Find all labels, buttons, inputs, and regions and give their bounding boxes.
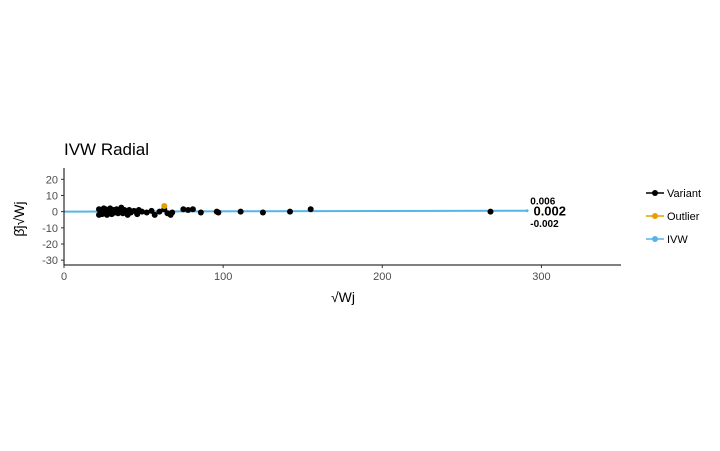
variant-point <box>259 209 266 216</box>
variant-point <box>197 209 204 216</box>
variant-point <box>189 206 196 213</box>
chart-title: IVW Radial <box>64 140 149 159</box>
legend-item-variant: Variant <box>646 188 701 200</box>
legend-label: IVW <box>667 234 688 246</box>
y-axis-label: β̂j√Wj <box>11 201 27 236</box>
y-tick-label: -30 <box>42 255 58 267</box>
legend: Variant Outlier IVW <box>646 188 701 246</box>
legend-key-point <box>652 236 658 242</box>
variant-point <box>237 208 244 215</box>
legend-item-outlier: Outlier <box>646 211 700 223</box>
variant-point <box>138 208 145 215</box>
legend-label: Variant <box>667 188 701 200</box>
x-axis-label-text: √Wj <box>331 289 355 305</box>
legend-item-ivw: IVW <box>646 234 688 246</box>
slope-annotation: 0.002 <box>533 204 566 219</box>
variant-point <box>487 208 494 215</box>
variant-point <box>215 209 222 216</box>
variant-point <box>286 208 293 215</box>
variant-point <box>143 209 150 216</box>
x-axis: 0 100 200 300 <box>61 264 621 283</box>
legend-key-point <box>652 190 658 196</box>
variant-point <box>180 206 187 213</box>
variant-point <box>156 208 163 215</box>
x-tick-label: 200 <box>373 271 391 283</box>
variant-point <box>148 207 155 214</box>
legend-label: Outlier <box>667 211 700 223</box>
variant-point <box>151 211 158 218</box>
y-tick-label: -20 <box>42 239 58 251</box>
y-tick-label: 20 <box>46 174 58 186</box>
y-axis-label-text: β̂j√Wj <box>11 201 27 236</box>
ivw-line-end <box>525 209 529 213</box>
x-tick-label: 0 <box>61 271 67 283</box>
y-tick-label: 0 <box>52 207 58 219</box>
y-tick-label: 10 <box>46 190 58 202</box>
x-tick-label: 300 <box>532 271 550 283</box>
variant-point <box>185 207 192 214</box>
legend-key-point <box>652 213 658 219</box>
outlier-point <box>161 202 168 209</box>
x-axis-label: √Wj <box>331 289 355 305</box>
y-axis: -30 -20 -10 0 10 20 <box>42 168 65 267</box>
slope-annotation: -0.002 <box>530 219 559 230</box>
slope-annotation: 0.006 <box>530 196 555 207</box>
variant-point <box>169 209 176 216</box>
variant-point <box>307 206 314 213</box>
x-tick-label: 100 <box>214 271 232 283</box>
y-tick-label: -10 <box>42 223 58 235</box>
plot-area <box>63 202 529 218</box>
